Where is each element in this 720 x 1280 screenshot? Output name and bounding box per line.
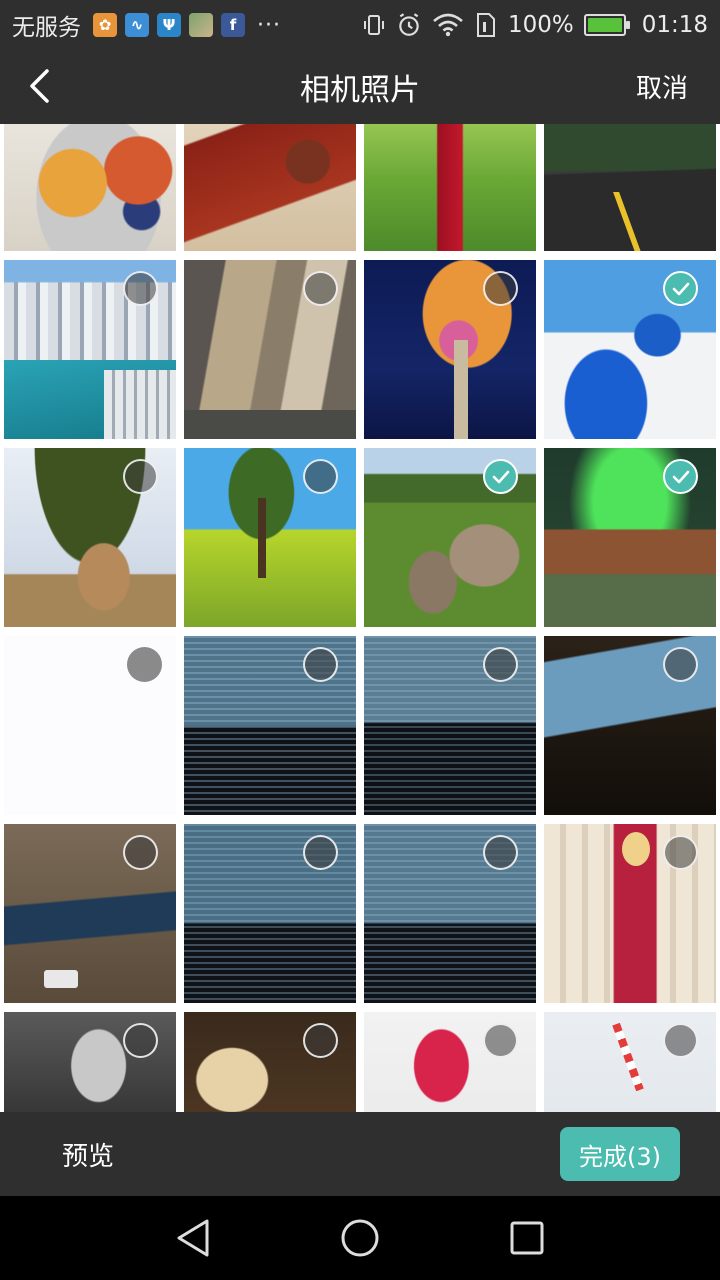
select-toggle-checked[interactable] xyxy=(483,459,518,494)
photo-thumb-icon xyxy=(189,13,213,37)
select-toggle[interactable] xyxy=(123,835,158,870)
select-toggle-checked[interactable] xyxy=(663,271,698,306)
select-toggle[interactable] xyxy=(303,647,338,682)
preview-button[interactable]: 预览 xyxy=(62,1136,114,1173)
select-toggle[interactable] xyxy=(123,1023,158,1058)
title-bar: 相机照片 取消 xyxy=(0,50,720,124)
vibrate-icon xyxy=(363,15,384,35)
select-toggle[interactable] xyxy=(303,1023,338,1058)
heartbeat-app-icon: ∿ xyxy=(125,13,149,37)
select-toggle[interactable] xyxy=(663,835,698,870)
battery-icon xyxy=(583,14,630,36)
select-toggle[interactable] xyxy=(123,271,158,306)
select-toggle[interactable] xyxy=(663,647,698,682)
photo-pears[interactable] xyxy=(4,124,176,251)
select-toggle[interactable] xyxy=(483,1023,518,1058)
clock: 01:18 xyxy=(641,12,708,38)
select-toggle[interactable] xyxy=(483,647,518,682)
back-arrow-icon xyxy=(30,69,49,103)
photo-lantern[interactable] xyxy=(364,124,536,251)
sim-info-icon xyxy=(476,13,495,37)
page-title: 相机照片 xyxy=(300,73,420,108)
check-icon xyxy=(672,282,689,295)
select-toggle[interactable] xyxy=(303,459,338,494)
bottom-action-bar: 预览 完成(3) xyxy=(0,1112,720,1196)
nav-recents-button[interactable] xyxy=(497,1208,557,1268)
system-nav-bar xyxy=(0,1196,720,1280)
carrier-text: 无服务 xyxy=(12,15,81,41)
photo-city-river[interactable] xyxy=(4,260,176,439)
photo-tea-set[interactable] xyxy=(184,124,356,251)
status-bar: 无服务 ✿ ∿ Ψ f ··· 100% 01:18 xyxy=(0,0,720,50)
photo-grid[interactable] xyxy=(0,124,720,1112)
triangle-back-icon xyxy=(177,1219,209,1257)
photo-road[interactable] xyxy=(544,124,716,251)
done-button[interactable]: 完成(3) xyxy=(560,1127,680,1181)
wifi-icon xyxy=(433,13,463,37)
battery-percent: 100% xyxy=(507,12,574,38)
more-notifications-icon: ··· xyxy=(257,12,281,38)
status-left: 无服务 ✿ ∿ Ψ f ··· xyxy=(12,8,281,42)
check-icon xyxy=(492,470,509,483)
usb-icon: Ψ xyxy=(157,13,181,37)
nav-back-button[interactable] xyxy=(163,1208,223,1268)
status-right: 100% 01:18 xyxy=(362,12,708,38)
squirrel-app-icon: ✿ xyxy=(93,13,117,37)
select-toggle[interactable] xyxy=(483,835,518,870)
select-toggle-checked[interactable] xyxy=(663,459,698,494)
check-icon xyxy=(672,470,689,483)
back-button[interactable] xyxy=(20,66,60,106)
select-toggle[interactable] xyxy=(663,1023,698,1058)
select-toggle[interactable] xyxy=(123,459,158,494)
alarm-icon xyxy=(399,13,419,36)
select-toggle[interactable] xyxy=(127,647,162,682)
select-toggle[interactable] xyxy=(303,271,338,306)
cancel-button[interactable]: 取消 xyxy=(636,68,688,105)
square-recents-icon xyxy=(510,1221,544,1255)
select-toggle[interactable] xyxy=(483,271,518,306)
select-toggle[interactable] xyxy=(303,835,338,870)
facebook-icon: f xyxy=(221,13,245,37)
circle-home-icon xyxy=(341,1219,379,1257)
nav-home-button[interactable] xyxy=(330,1208,390,1268)
